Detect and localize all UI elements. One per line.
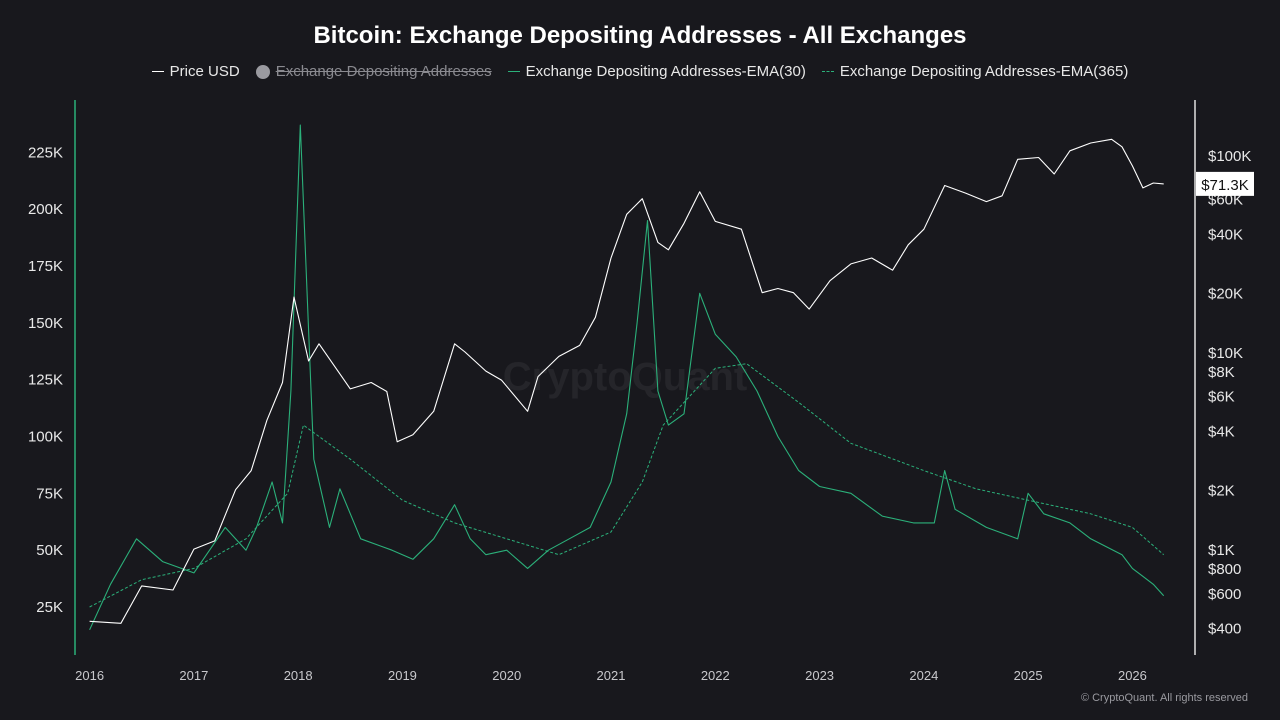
x-tick-label: 2022 bbox=[701, 668, 730, 683]
legend-item-price[interactable]: Price USD bbox=[151, 63, 240, 80]
y-right-tick-label: $60K bbox=[1208, 192, 1243, 209]
y-right-tick-label: $6K bbox=[1208, 389, 1235, 406]
legend-label: Exchange Depositing Addresses bbox=[275, 63, 492, 80]
solid-line-swatch-icon bbox=[151, 71, 164, 72]
y-right-tick-label: $20K bbox=[1208, 286, 1243, 303]
y-right-tick-label: $600 bbox=[1208, 586, 1241, 603]
y-right-tick-label: $8K bbox=[1208, 364, 1235, 381]
dot-swatch-icon bbox=[255, 64, 270, 79]
x-tick-label: 2021 bbox=[597, 668, 626, 683]
y-left-tick-label: 50K bbox=[36, 542, 63, 559]
y-right-tick-label: $4K bbox=[1208, 423, 1235, 440]
y-left-tick-label: 175K bbox=[28, 258, 63, 275]
watermark: CryptoQuant bbox=[503, 355, 747, 399]
series-line-exchange-depositing-addresses-ema-365- bbox=[89, 363, 1165, 608]
y-left-tick-label: 125K bbox=[28, 372, 63, 389]
x-tick-label: 2023 bbox=[805, 668, 834, 683]
y-left-tick-label: 25K bbox=[36, 599, 63, 616]
x-tick-label: 2016 bbox=[75, 668, 104, 683]
y-left-tick-label: 100K bbox=[28, 429, 63, 446]
current-price-label: $71.3K bbox=[1201, 177, 1249, 194]
x-tick-label: 2017 bbox=[179, 668, 208, 683]
legend-label: Exchange Depositing Addresses-EMA(365) bbox=[839, 63, 1129, 80]
legend: Price USD Exchange Depositing Addresses … bbox=[0, 63, 1280, 80]
current-price-badge bbox=[1196, 171, 1254, 196]
y-right-tick-label: $2K bbox=[1208, 483, 1235, 500]
chart-title: Bitcoin: Exchange Depositing Addresses -… bbox=[313, 22, 967, 49]
y-right-tick-label: $400 bbox=[1208, 620, 1241, 637]
x-tick-label: 2026 bbox=[1118, 668, 1147, 683]
y-right-tick-label: $800 bbox=[1208, 561, 1241, 578]
legend-label: Exchange Depositing Addresses-EMA(30) bbox=[525, 63, 806, 80]
y-right-tick-label: $100K bbox=[1208, 148, 1251, 165]
x-tick-label: 2020 bbox=[492, 668, 521, 683]
solid-line-swatch-icon bbox=[507, 71, 520, 72]
y-right-tick-label: $1K bbox=[1208, 542, 1235, 559]
dashed-line-swatch-icon bbox=[821, 71, 834, 72]
y-right-tick-label: $40K bbox=[1208, 226, 1243, 243]
y-left-tick-label: 150K bbox=[28, 315, 63, 332]
copyright-footer: © CryptoQuant. All rights reserved bbox=[1080, 692, 1248, 704]
y-left-tick-label: 225K bbox=[28, 144, 63, 161]
series-line-exchange-depositing-addresses-ema-30- bbox=[89, 124, 1165, 631]
y-left-tick-label: 200K bbox=[28, 201, 63, 218]
x-tick-label: 2025 bbox=[1014, 668, 1043, 683]
x-tick-label: 2019 bbox=[388, 668, 417, 683]
legend-item-ema365[interactable]: Exchange Depositing Addresses-EMA(365) bbox=[821, 63, 1129, 80]
legend-label: Price USD bbox=[169, 63, 240, 80]
x-tick-label: 2018 bbox=[284, 668, 313, 683]
y-right-tick-label: $10K bbox=[1208, 345, 1243, 362]
legend-item-ema30[interactable]: Exchange Depositing Addresses-EMA(30) bbox=[507, 63, 806, 80]
legend-item-addresses[interactable]: Exchange Depositing Addresses bbox=[255, 63, 492, 80]
x-tick-label: 2024 bbox=[909, 668, 938, 683]
y-left-tick-label: 75K bbox=[36, 485, 63, 502]
series-line-price-usd bbox=[89, 138, 1164, 624]
